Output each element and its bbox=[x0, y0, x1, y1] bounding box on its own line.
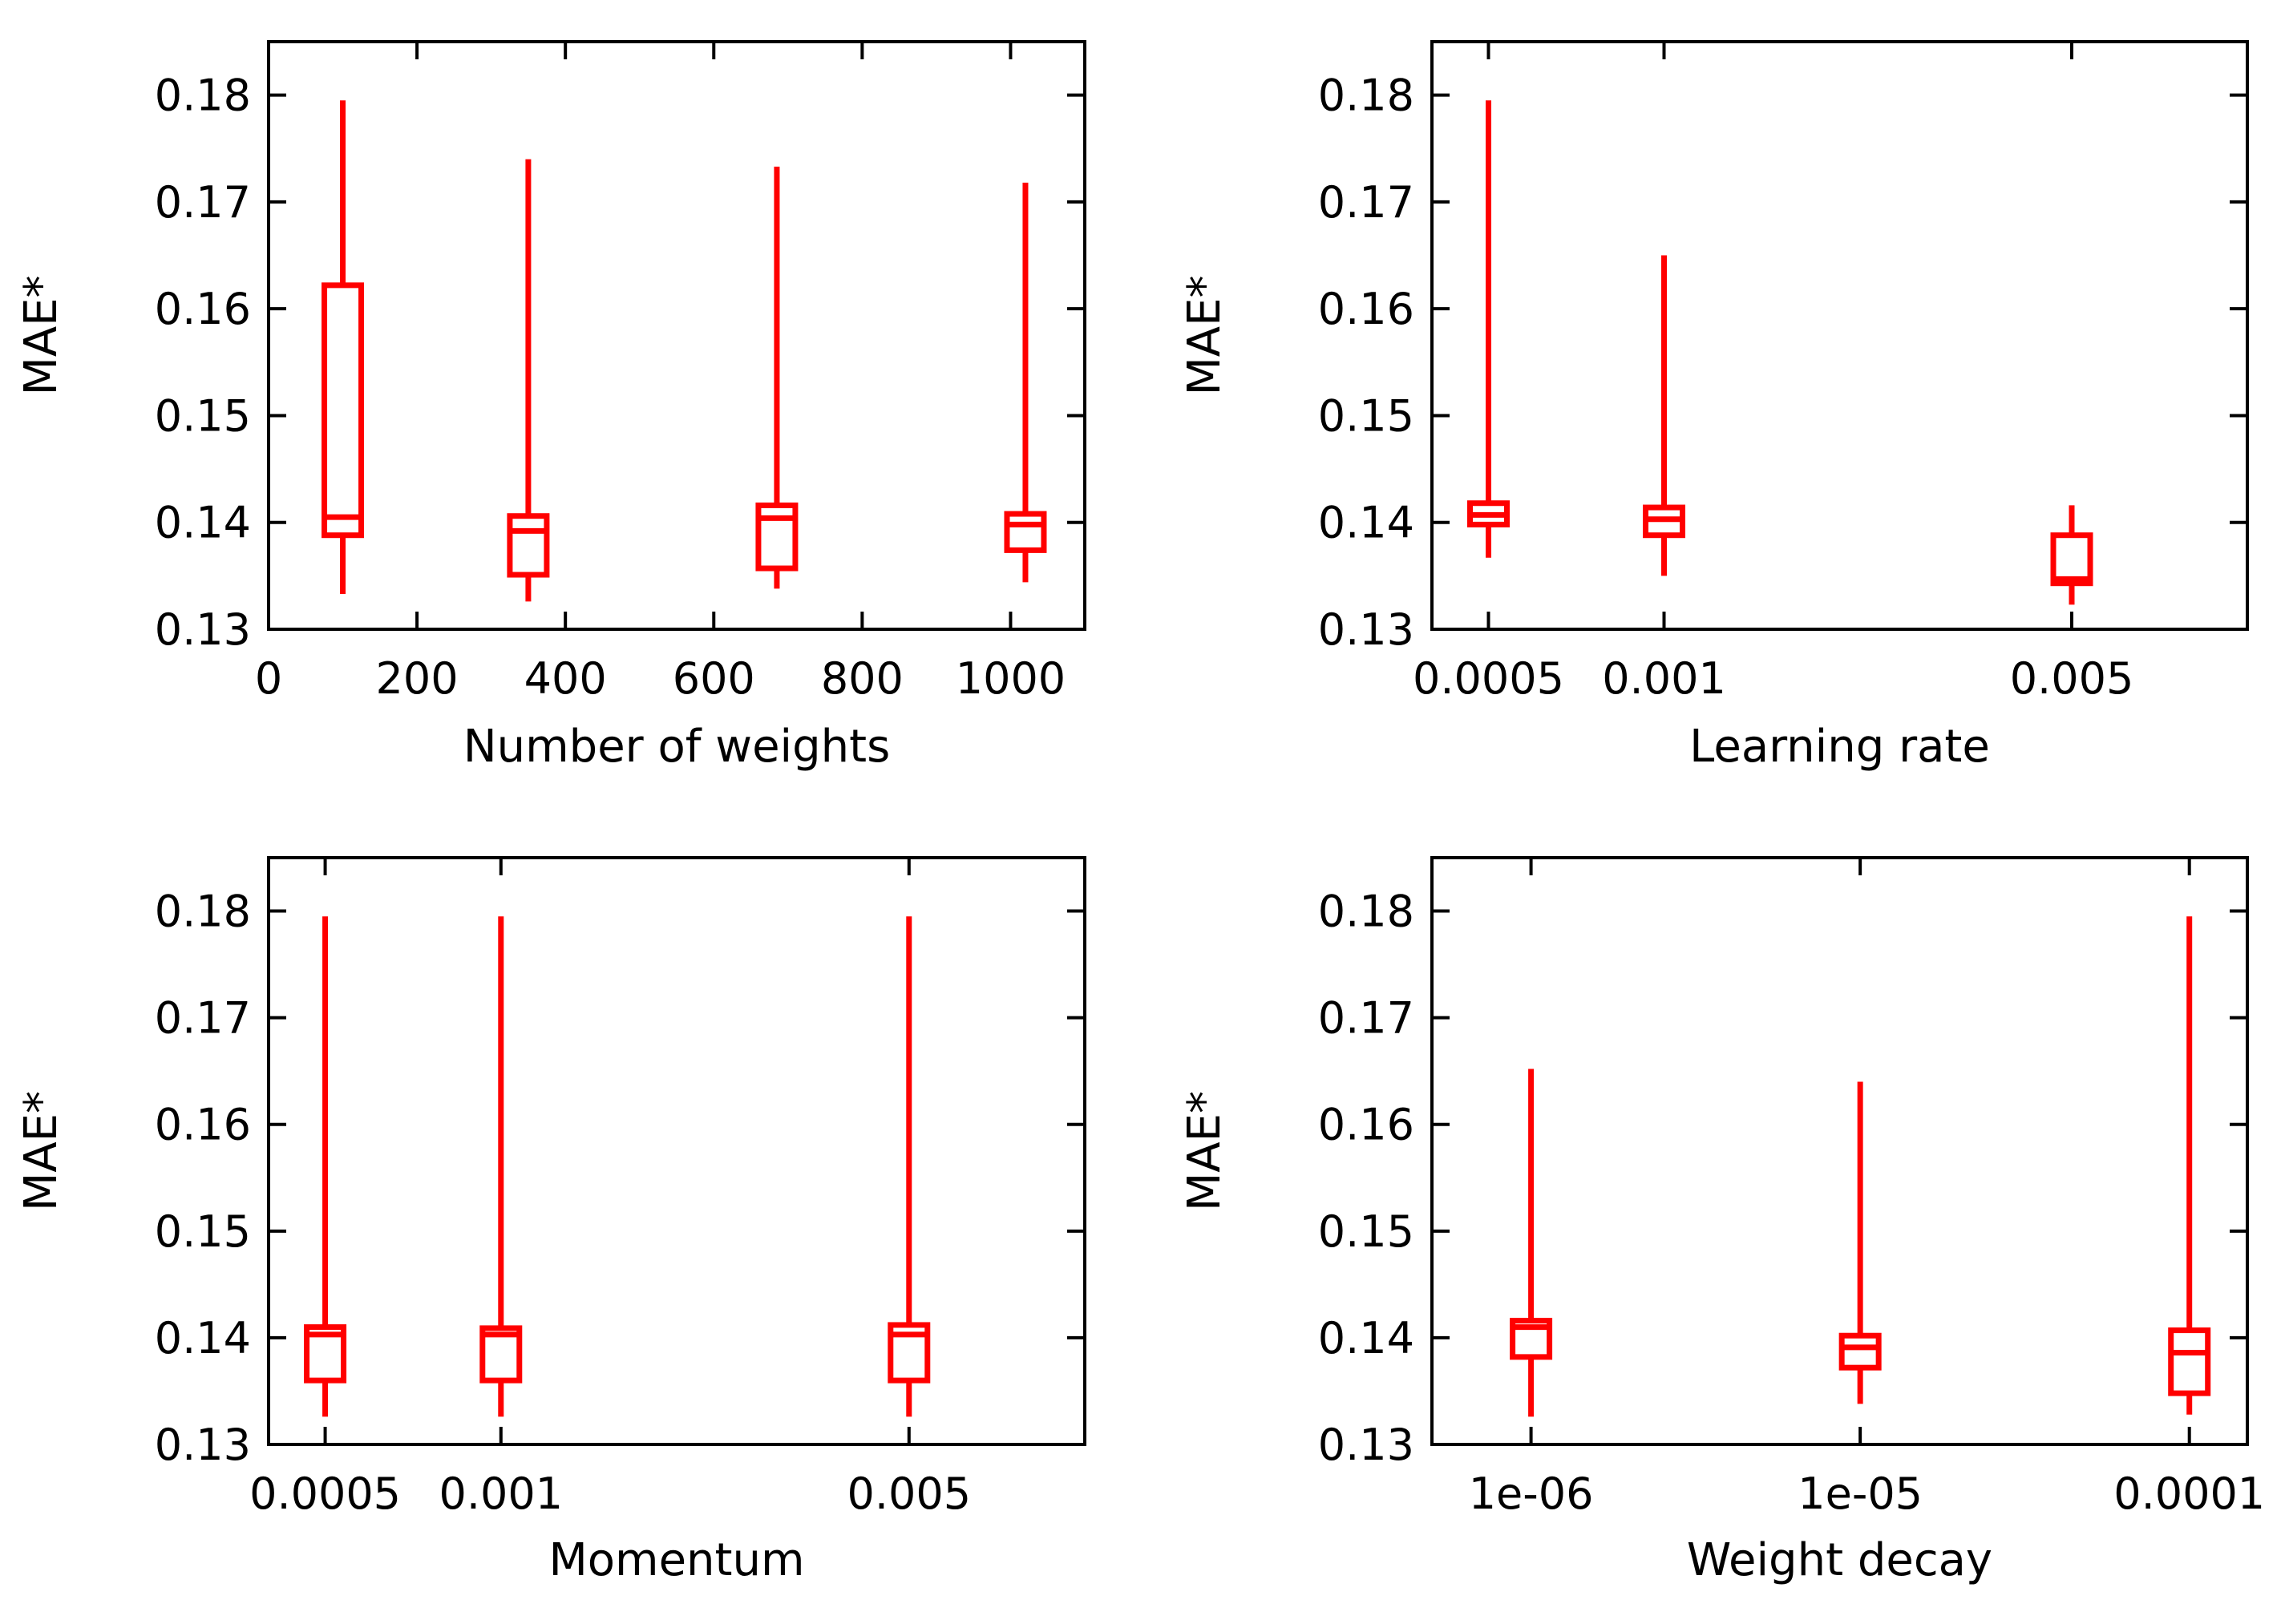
box-plot-1 bbox=[507, 159, 550, 602]
box-plot-2 bbox=[888, 916, 931, 1417]
y-tick-label: 0.16 bbox=[155, 1100, 251, 1150]
box-plot-1 bbox=[479, 916, 523, 1417]
chart-number-of-weights: 0.13 0.14 0.15 0.16 0.17 0.18 0 200 400 600 800 100… bbox=[15, 40, 1086, 773]
x-axis-label: Momentum bbox=[548, 1534, 804, 1586]
y-tick-label: 0.15 bbox=[155, 1206, 251, 1257]
y-tick-label: 0.17 bbox=[1318, 177, 1414, 228]
plot-frame bbox=[1430, 40, 2249, 631]
x-tick-label: 0.0005 bbox=[249, 1468, 401, 1519]
box-plot-1 bbox=[1838, 1081, 1882, 1404]
iqr-box bbox=[1838, 1332, 1882, 1371]
y-tick-label: 0.13 bbox=[155, 604, 251, 655]
x-tick-label: 1e-06 bbox=[1469, 1468, 1594, 1519]
plot-frame bbox=[267, 40, 1086, 631]
box-plot-3 bbox=[1004, 182, 1047, 583]
x-tick-label: 0.0001 bbox=[2113, 1468, 2265, 1519]
y-tick-label: 0.16 bbox=[1318, 284, 1414, 334]
iqr-box bbox=[2168, 1327, 2211, 1396]
y-tick-label: 0.14 bbox=[155, 498, 251, 548]
y-tick-label: 0.14 bbox=[155, 1313, 251, 1363]
box-plot-0 bbox=[1510, 1069, 1553, 1417]
y-tick-label: 0.18 bbox=[1318, 71, 1414, 121]
y-axis-label: MAE* bbox=[15, 275, 67, 395]
x-tick-label: 1e-05 bbox=[1798, 1468, 1923, 1519]
x-tick-label: 800 bbox=[821, 653, 904, 704]
x-tick-label: 0.001 bbox=[1602, 653, 1726, 704]
iqr-box bbox=[322, 282, 365, 539]
x-tick-label: 200 bbox=[376, 653, 459, 704]
iqr-box bbox=[304, 1324, 347, 1384]
box-plot-2 bbox=[2050, 505, 2093, 605]
y-tick-label: 0.17 bbox=[155, 177, 251, 228]
iqr-box bbox=[755, 502, 799, 572]
box-plot-0 bbox=[1467, 100, 1511, 558]
y-tick-label: 0.13 bbox=[1318, 604, 1414, 655]
y-tick-label: 0.15 bbox=[1318, 1206, 1414, 1257]
y-axis-label: MAE* bbox=[1179, 275, 1231, 395]
iqr-box bbox=[888, 1322, 931, 1384]
x-tick-label: 0.005 bbox=[847, 1468, 971, 1519]
y-tick-label: 0.14 bbox=[1318, 498, 1414, 548]
box-plot-2 bbox=[2168, 916, 2211, 1415]
y-tick-label: 0.15 bbox=[155, 390, 251, 441]
plot-frame bbox=[1430, 856, 2249, 1446]
chart-momentum: 0.13 0.14 0.15 0.16 0.17 0.18 0.0005 0.001 0.005… bbox=[15, 856, 1086, 1586]
box-plot-1 bbox=[1643, 255, 1686, 576]
x-tick-label: 600 bbox=[673, 653, 755, 704]
y-tick-label: 0.16 bbox=[1318, 1100, 1414, 1150]
plot-frame bbox=[267, 856, 1086, 1446]
iqr-box bbox=[1004, 511, 1047, 553]
iqr-box bbox=[479, 1325, 523, 1384]
x-tick-label: 1000 bbox=[956, 653, 1066, 704]
y-tick-label: 0.17 bbox=[155, 993, 251, 1044]
iqr-box bbox=[1510, 1318, 1553, 1360]
x-axis-label: Number of weights bbox=[463, 721, 891, 773]
y-tick-label: 0.18 bbox=[155, 887, 251, 937]
x-tick-label: 0 bbox=[255, 653, 282, 704]
box-plot-0 bbox=[304, 916, 347, 1417]
y-tick-label: 0.13 bbox=[155, 1420, 251, 1470]
y-tick-label: 0.15 bbox=[1318, 390, 1414, 441]
box-plot-0 bbox=[322, 100, 365, 595]
iqr-box bbox=[507, 513, 550, 578]
x-tick-label: 0.001 bbox=[439, 1468, 563, 1519]
y-tick-label: 0.16 bbox=[155, 284, 251, 334]
y-tick-label: 0.14 bbox=[1318, 1313, 1414, 1363]
box-plot-2 bbox=[755, 166, 799, 589]
x-axis-label: Weight decay bbox=[1687, 1534, 1992, 1586]
iqr-box bbox=[2050, 532, 2093, 587]
chart-learning-rate: 0.13 0.14 0.15 0.16 0.17 0.18 0.0005 0.001 0.005… bbox=[1179, 40, 2249, 773]
y-tick-label: 0.13 bbox=[1318, 1420, 1414, 1470]
y-tick-label: 0.18 bbox=[155, 71, 251, 121]
chart-weight-decay: 0.13 0.14 0.15 0.16 0.17 0.18 1e-06 1e-05 0.0001… bbox=[1179, 856, 2265, 1586]
x-axis-label: Learning rate bbox=[1689, 721, 1990, 773]
y-tick-label: 0.18 bbox=[1318, 887, 1414, 937]
y-tick-label: 0.17 bbox=[1318, 993, 1414, 1044]
x-tick-label: 0.005 bbox=[2010, 653, 2134, 704]
y-axis-label: MAE* bbox=[15, 1091, 67, 1211]
y-axis-label: MAE* bbox=[1179, 1091, 1231, 1211]
x-tick-label: 0.0005 bbox=[1413, 653, 1564, 704]
x-tick-label: 400 bbox=[524, 653, 607, 704]
